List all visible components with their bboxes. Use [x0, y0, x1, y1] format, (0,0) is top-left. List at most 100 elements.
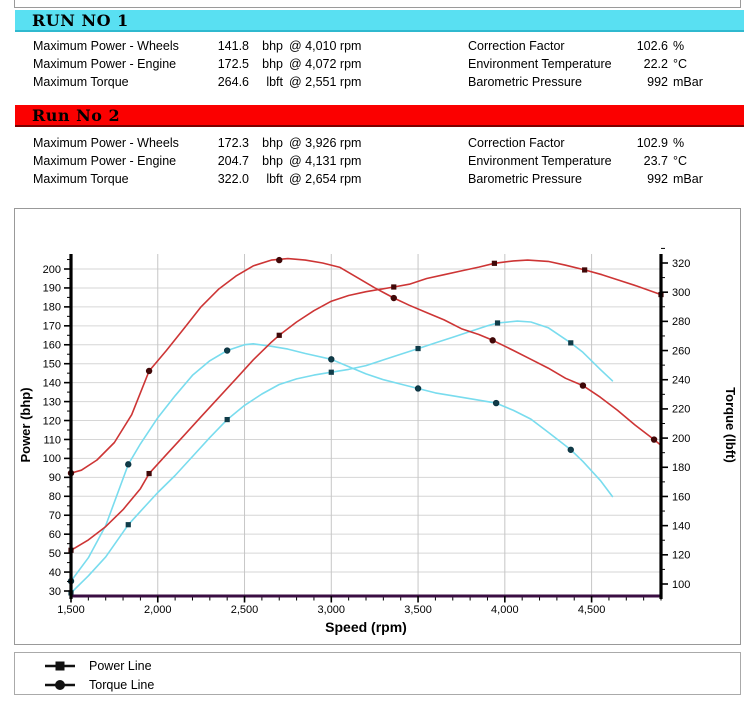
stat-label: Maximum Power - Wheels: [33, 136, 179, 150]
stat-label: Maximum Power - Engine: [33, 154, 177, 168]
svg-text:320: 320: [672, 258, 690, 270]
run2-header: Run No 2: [15, 105, 744, 127]
stat-unit: mBar: [673, 75, 703, 89]
svg-text:280: 280: [672, 316, 690, 328]
series-run-2-torque: [70, 257, 662, 474]
svg-text:180: 180: [43, 302, 61, 314]
svg-text:2,000: 2,000: [144, 604, 172, 616]
stat-value: 23.7: [643, 154, 668, 168]
stat-unit: °C: [673, 57, 688, 71]
legend-label: Power Line: [89, 658, 152, 673]
stat-label: Maximum Torque: [33, 75, 129, 89]
stat-unit: bhp: [262, 136, 283, 150]
svg-text:3,500: 3,500: [404, 604, 432, 616]
stat-row: Maximum Power - Engine 172.5 bhp @ 4,072 rp…: [0, 55, 744, 73]
svg-text:220: 220: [672, 404, 690, 416]
svg-text:120: 120: [672, 550, 690, 562]
stat-value: 264.6: [217, 75, 249, 89]
legend-item-torque: Torque Line: [15, 675, 740, 694]
stat-unit: bhp: [262, 57, 283, 71]
stat-label: Environment Temperature: [468, 154, 612, 168]
svg-text:200: 200: [43, 264, 61, 276]
stat-label: Correction Factor: [468, 136, 565, 150]
stat-unit: °C: [673, 154, 688, 168]
svg-text:180: 180: [672, 462, 690, 474]
stat-row: Maximum Power - Engine 204.7 bhp @ 4,131 rp…: [0, 152, 744, 170]
svg-text:100: 100: [672, 579, 690, 591]
svg-text:150: 150: [43, 359, 61, 371]
legend-label: Torque Line: [89, 677, 155, 692]
stat-at-rpm: @ 4,131 rpm: [289, 154, 362, 168]
stat-value: 141.8: [217, 39, 249, 53]
stat-at-rpm: @ 2,551 rpm: [289, 75, 362, 89]
svg-text:190: 190: [43, 283, 61, 295]
svg-text:260: 260: [672, 345, 690, 357]
stat-value: 992: [647, 172, 668, 186]
stat-unit: %: [673, 136, 685, 150]
stat-label: Maximum Power - Wheels: [33, 39, 179, 53]
stat-value: 204.7: [217, 154, 249, 168]
run2-title: Run No 2: [32, 105, 121, 125]
svg-text:130: 130: [43, 396, 61, 408]
svg-text:170: 170: [43, 321, 61, 333]
stat-unit: %: [673, 39, 685, 53]
stat-unit: lbft: [266, 172, 283, 186]
series-run-1-power: [70, 320, 614, 594]
stat-value: 172.3: [217, 136, 249, 150]
svg-text:140: 140: [43, 377, 61, 389]
power-line-square-icon: [45, 661, 75, 670]
stat-label: Maximum Power - Engine: [33, 57, 177, 71]
svg-text:70: 70: [49, 510, 61, 522]
svg-text:3,000: 3,000: [318, 604, 346, 616]
svg-text:300: 300: [672, 287, 690, 299]
stat-value: 172.5: [217, 57, 249, 71]
stat-label: Environment Temperature: [468, 57, 612, 71]
stat-row: Maximum Power - Wheels 141.8 bhp @ 4,010 rp…: [0, 37, 744, 55]
stat-label: Maximum Torque: [33, 172, 129, 186]
stat-value: 102.6: [636, 39, 668, 53]
series-run-1-torque: [70, 343, 614, 582]
stat-value: 102.9: [636, 136, 668, 150]
run1-stats: Maximum Power - Wheels 141.8 bhp @ 4,010 rp…: [0, 37, 744, 91]
stat-label: Correction Factor: [468, 39, 565, 53]
legend-item-power: Power Line: [15, 656, 740, 675]
svg-text:50: 50: [49, 548, 61, 560]
svg-text:2,500: 2,500: [231, 604, 259, 616]
run1-title: RUN NO 1: [32, 10, 129, 30]
torque-line-circle-icon: [45, 679, 75, 690]
dyno-chart-svg: 30 40 50 60 70 80 90 100 110 120 130 140 150 160 170 18…: [18, 247, 738, 635]
run1-header: RUN NO 1: [15, 10, 744, 32]
stat-unit: bhp: [262, 39, 283, 53]
svg-text:40: 40: [49, 567, 61, 579]
svg-text:160: 160: [672, 491, 690, 503]
stat-value: 322.0: [217, 172, 249, 186]
svg-text:30: 30: [49, 586, 61, 598]
x-axis-title: Speed (rpm): [325, 619, 407, 635]
y-axis-left-title: Power (bhp): [18, 387, 33, 462]
series-run-2-power: [70, 259, 662, 552]
stat-row: Maximum Torque 264.6 lbft @ 2,551 rpm Barom…: [0, 73, 744, 91]
svg-text:1,500: 1,500: [57, 604, 85, 616]
svg-text:80: 80: [49, 491, 61, 503]
y-axis-right-title: Torque (lbft): [723, 387, 738, 463]
stat-value: 22.2: [643, 57, 668, 71]
chart-legend: Power Line Torque Line: [14, 652, 741, 695]
svg-text:60: 60: [49, 529, 61, 541]
stat-unit: bhp: [262, 154, 283, 168]
svg-text:240: 240: [672, 375, 690, 387]
stat-value: 992: [647, 75, 668, 89]
dyno-chart: 30 40 50 60 70 80 90 100 110 120 130 140 150 160 170 18…: [14, 208, 741, 645]
stat-label: Barometric Pressure: [468, 75, 582, 89]
svg-text:160: 160: [43, 340, 61, 352]
stat-unit: lbft: [266, 75, 283, 89]
previous-chart-box-edge: [14, 0, 741, 8]
stat-row: Maximum Power - Wheels 172.3 bhp @ 3,926 rp…: [0, 134, 744, 152]
svg-text:120: 120: [43, 415, 61, 427]
stat-at-rpm: @ 4,072 rpm: [289, 57, 362, 71]
stat-row: Maximum Torque 322.0 lbft @ 2,654 rpm Barom…: [0, 170, 744, 188]
svg-text:110: 110: [43, 434, 61, 446]
svg-text:140: 140: [672, 520, 690, 532]
run2-stats: Maximum Power - Wheels 172.3 bhp @ 3,926 rp…: [0, 134, 744, 188]
stat-unit: mBar: [673, 172, 703, 186]
